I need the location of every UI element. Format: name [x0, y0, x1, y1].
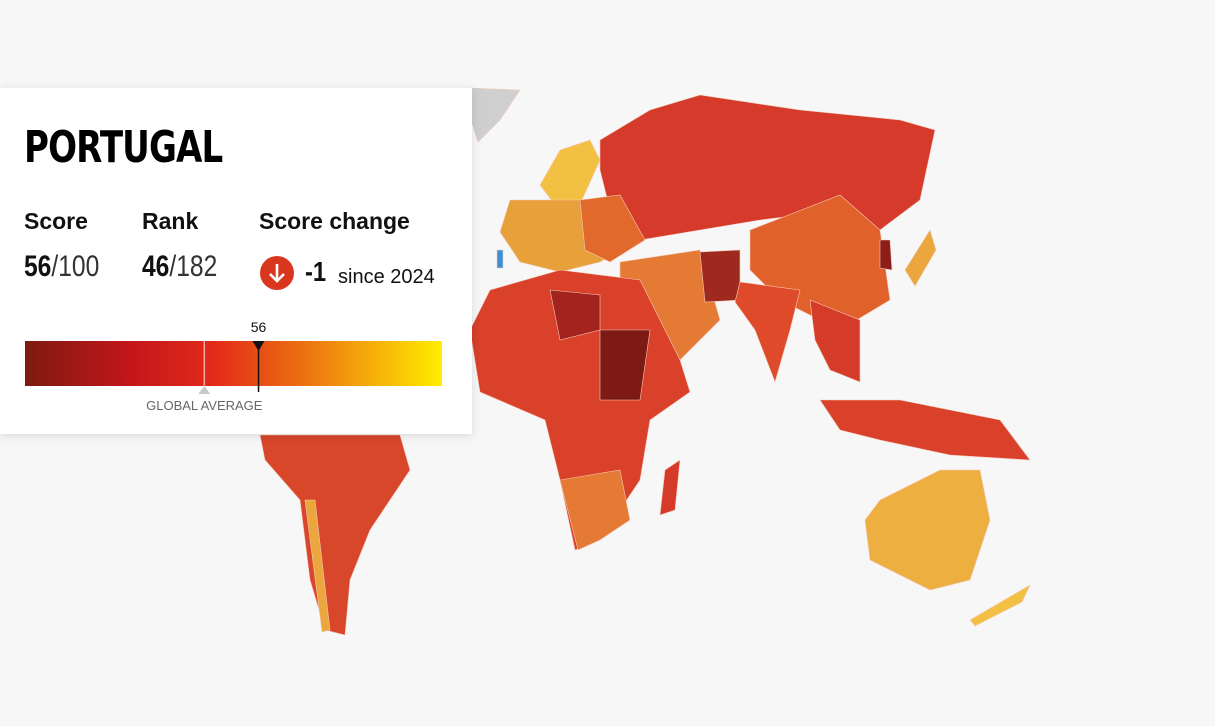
score-change: -1 — [305, 256, 327, 287]
korea — [879, 239, 893, 271]
score-marker — [252, 341, 265, 351]
southeast-asia — [809, 299, 861, 383]
rank: 46/182 — [142, 250, 217, 284]
info-card: PORTUGAL Score Rank Score change 56/100 … — [0, 88, 472, 434]
score-scale: GLOBAL AVERAGE 56 — [25, 319, 442, 413]
global-average-marker — [198, 386, 211, 394]
global-average-label: GLOBAL AVERAGE — [146, 398, 263, 413]
country-name: PORTUGAL — [24, 122, 223, 173]
score-max: /100 — [51, 250, 100, 283]
since-label: since 2024 — [338, 266, 435, 288]
score-heading: Score — [24, 208, 88, 234]
rank-value: 46 — [142, 250, 170, 283]
japan — [904, 229, 937, 287]
down-arrow-icon — [260, 256, 294, 290]
rank-total: /182 — [169, 250, 218, 283]
rank-heading: Rank — [142, 208, 199, 234]
chile — [304, 499, 331, 633]
russia — [599, 94, 936, 241]
score: 56/100 — [24, 250, 99, 284]
australia — [864, 469, 991, 591]
afghanistan — [699, 249, 741, 303]
south-america — [259, 434, 411, 636]
eastern-europe — [579, 194, 646, 263]
score-value: 56 — [24, 250, 52, 283]
arrow-glyph — [269, 264, 285, 283]
sudan — [599, 329, 651, 401]
portugal — [496, 249, 504, 269]
score-marker-label: 56 — [251, 319, 267, 335]
india — [734, 281, 801, 383]
southern-africa — [559, 469, 631, 551]
madagascar — [659, 459, 681, 516]
greenland — [467, 87, 521, 143]
gradient-bar — [25, 341, 442, 386]
new-zealand — [969, 584, 1031, 627]
change-heading: Score change — [259, 208, 410, 234]
scandinavia — [539, 139, 601, 206]
indonesia — [819, 399, 1031, 461]
